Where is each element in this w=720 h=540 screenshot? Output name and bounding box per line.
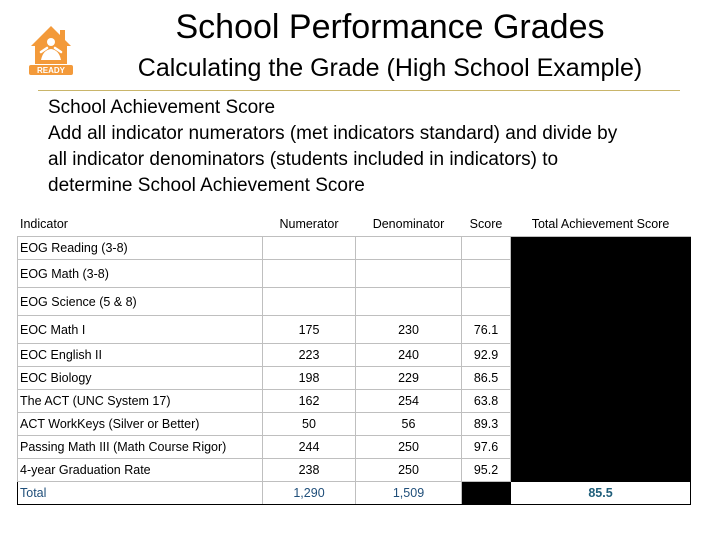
numerator-cell: 175: [262, 315, 356, 344]
denominator-cell: 56: [355, 412, 462, 436]
description-line: determine School Achievement Score: [48, 175, 365, 196]
page-title: School Performance Grades: [175, 8, 605, 46]
table-row: ACT WorkKeys (Silver or Better) 50 56 89.3: [17, 412, 691, 436]
table-row: EOG Science (5 & 8): [17, 287, 691, 316]
total-denominator-cell: 1,509: [355, 481, 462, 505]
total-achievement-blank-cell: [510, 435, 691, 459]
numerator-cell: 238: [262, 458, 356, 482]
total-achievement-blank-cell: [510, 458, 691, 482]
indicator-cell: EOG Math (3-8): [17, 259, 263, 288]
indicator-cell: ACT WorkKeys (Silver or Better): [17, 412, 263, 436]
table-total-row: Total 1,290 1,509 85.5: [17, 481, 691, 505]
total-score-blank-cell: [461, 481, 511, 505]
total-achievement-blank-cell: [510, 412, 691, 436]
total-achievement-blank-cell: [510, 366, 691, 390]
header-total-achievement: Total Achievement Score: [510, 211, 691, 237]
ready-logo: READY: [27, 22, 75, 76]
table-row: The ACT (UNC System 17) 162 254 63.8: [17, 389, 691, 413]
score-cell: 63.8: [461, 389, 511, 413]
table-row: 4-year Graduation Rate 238 250 95.2: [17, 458, 691, 482]
score-cell: 86.5: [461, 366, 511, 390]
indicator-cell: 4-year Graduation Rate: [17, 458, 263, 482]
denominator-cell: 229: [355, 366, 462, 390]
numerator-cell: [262, 236, 356, 260]
total-achievement-blank-cell: [510, 287, 691, 316]
table-row: EOG Math (3-8): [17, 259, 691, 288]
denominator-cell: 250: [355, 458, 462, 482]
header-score: Score: [461, 211, 511, 237]
total-achievement-blank-cell: [510, 315, 691, 344]
page-subtitle: Calculating the Grade (High School Examp…: [137, 54, 643, 82]
header-numerator: Numerator: [262, 211, 356, 237]
total-achievement-blank-cell: [510, 259, 691, 288]
score-cell: 89.3: [461, 412, 511, 436]
total-achievement-blank-cell: [510, 236, 691, 260]
score-cell: [461, 287, 511, 316]
description-line: all indicator denominators (students inc…: [48, 149, 559, 170]
table-header-row: Indicator Numerator Denominator Score To…: [17, 211, 691, 237]
table-row: EOC English II 223 240 92.9: [17, 343, 691, 367]
denominator-cell: 250: [355, 435, 462, 459]
indicator-cell: EOC Math I: [17, 315, 263, 344]
score-cell: 95.2: [461, 458, 511, 482]
denominator-cell: [355, 259, 462, 288]
score-cell: [461, 259, 511, 288]
denominator-cell: 230: [355, 315, 462, 344]
numerator-cell: 223: [262, 343, 356, 367]
grades-table: Indicator Numerator Denominator Score To…: [17, 211, 691, 505]
description-heading: School Achievement Score: [48, 97, 276, 118]
numerator-cell: [262, 287, 356, 316]
denominator-cell: [355, 236, 462, 260]
indicator-cell: EOC English II: [17, 343, 263, 367]
indicator-cell: EOG Science (5 & 8): [17, 287, 263, 316]
numerator-cell: 162: [262, 389, 356, 413]
total-achievement-blank-cell: [510, 389, 691, 413]
score-cell: 92.9: [461, 343, 511, 367]
header-denominator: Denominator: [355, 211, 462, 237]
indicator-cell: Passing Math III (Math Course Rigor): [17, 435, 263, 459]
description-block: School Achievement Score Add all indicat…: [48, 95, 688, 199]
score-cell: [461, 236, 511, 260]
description-line: Add all indicator numerators (met indica…: [48, 123, 618, 144]
numerator-cell: 244: [262, 435, 356, 459]
score-cell: 97.6: [461, 435, 511, 459]
denominator-cell: [355, 287, 462, 316]
header-divider: [38, 90, 680, 91]
logo-text: READY: [37, 66, 66, 75]
table-row: EOC Biology 198 229 86.5: [17, 366, 691, 390]
numerator-cell: 50: [262, 412, 356, 436]
score-cell: 76.1: [461, 315, 511, 344]
indicator-cell: The ACT (UNC System 17): [17, 389, 263, 413]
denominator-cell: 240: [355, 343, 462, 367]
total-label-cell: Total: [17, 481, 263, 505]
total-numerator-cell: 1,290: [262, 481, 356, 505]
numerator-cell: 198: [262, 366, 356, 390]
indicator-cell: EOC Biology: [17, 366, 263, 390]
table-row: EOC Math I 175 230 76.1: [17, 315, 691, 344]
table-row: Passing Math III (Math Course Rigor) 244 2…: [17, 435, 691, 459]
total-achievement-score-cell: 85.5: [510, 481, 691, 505]
total-achievement-blank-cell: [510, 343, 691, 367]
header-indicator: Indicator: [17, 211, 263, 237]
denominator-cell: 254: [355, 389, 462, 413]
table-row: EOG Reading (3-8): [17, 236, 691, 260]
indicator-cell: EOG Reading (3-8): [17, 236, 263, 260]
numerator-cell: [262, 259, 356, 288]
